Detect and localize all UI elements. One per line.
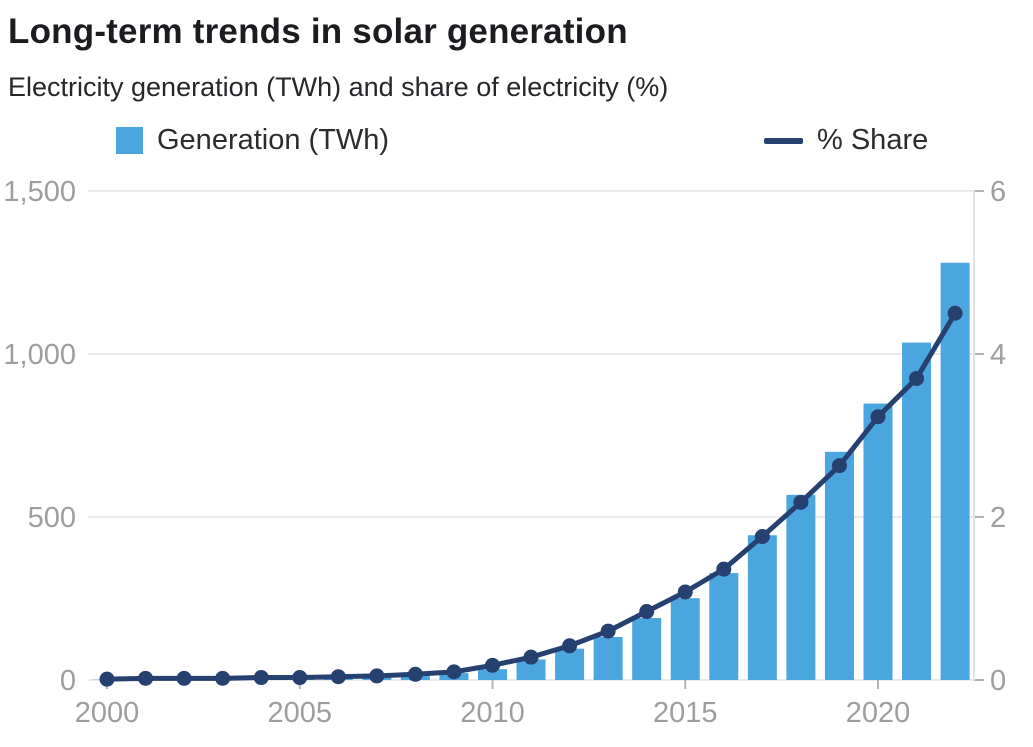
- legend-share-label: % Share: [817, 124, 929, 156]
- share-point-2006: [330, 669, 346, 685]
- legend-item-generation: Generation (TWh): [116, 124, 389, 157]
- share-point-2012: [562, 638, 578, 654]
- right-axis-tick-label: 4: [990, 339, 1006, 371]
- share-point-2003: [215, 670, 231, 686]
- generation-bar-2012: [555, 648, 585, 680]
- left-axis-tick-label: 500: [28, 502, 76, 534]
- share-point-2001: [138, 670, 154, 686]
- share-point-2016: [716, 561, 732, 577]
- x-axis-tick-label: 2000: [75, 697, 140, 729]
- share-line-swatch-icon: [764, 137, 803, 144]
- right-axis-tick-label: 2: [990, 502, 1006, 534]
- generation-bar-2021: [902, 342, 932, 680]
- x-axis-tick-label: 2005: [267, 697, 332, 729]
- share-point-2019: [831, 458, 847, 474]
- share-point-2022: [947, 305, 963, 321]
- right-axis-tick-label: 6: [990, 176, 1006, 208]
- share-point-2002: [176, 670, 192, 686]
- generation-bar-2020: [863, 403, 893, 680]
- share-point-2011: [523, 649, 539, 665]
- share-point-2021: [909, 370, 925, 386]
- x-axis-tick-label: 2015: [653, 697, 718, 729]
- share-point-2007: [369, 668, 385, 684]
- chart-subtitle: Electricity generation (TWh) and share o…: [8, 72, 669, 102]
- share-point-2009: [446, 664, 462, 680]
- left-axis-tick-label: 1,500: [3, 176, 76, 208]
- generation-bar-2016: [709, 573, 739, 680]
- legend-item-share: % Share: [764, 124, 928, 157]
- share-point-2005: [292, 670, 308, 686]
- generation-bar-2015: [670, 598, 700, 680]
- x-axis-tick-label: 2010: [460, 697, 525, 729]
- left-axis-tick-label: 0: [60, 665, 76, 697]
- share-point-2018: [793, 494, 809, 510]
- generation-bar-2022: [940, 262, 970, 680]
- share-point-2000: [99, 671, 115, 687]
- share-point-2017: [754, 529, 770, 545]
- generation-bar-2014: [632, 618, 662, 680]
- share-point-2004: [253, 670, 269, 686]
- generation-bar-2018: [786, 494, 816, 680]
- share-point-2015: [677, 584, 693, 600]
- chart-legend: Generation (TWh) % Share: [0, 124, 1033, 160]
- legend-generation-label: Generation (TWh): [157, 124, 390, 156]
- generation-bar-2017: [747, 535, 777, 680]
- left-axis-tick-label: 1,000: [3, 339, 76, 371]
- right-axis-tick-label: 0: [990, 665, 1006, 697]
- generation-swatch-icon: [116, 127, 143, 154]
- page-title: Long-term trends in solar generation: [8, 12, 628, 51]
- share-point-2020: [870, 409, 886, 425]
- generation-bar-2013: [593, 636, 623, 680]
- share-point-2013: [600, 623, 616, 639]
- share-point-2014: [639, 604, 655, 620]
- generation-bar-2011: [516, 659, 546, 680]
- generation-bar-2019: [824, 451, 854, 680]
- share-point-2010: [485, 657, 500, 673]
- x-axis-tick-label: 2020: [846, 697, 911, 729]
- share-point-2008: [407, 666, 423, 682]
- generation-bar-2010: [478, 669, 507, 680]
